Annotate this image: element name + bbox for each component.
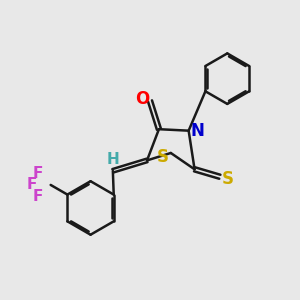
Text: S: S — [222, 170, 234, 188]
Text: F: F — [33, 189, 44, 204]
Text: O: O — [135, 90, 150, 108]
Text: F: F — [27, 177, 38, 192]
Text: F: F — [33, 166, 44, 181]
Text: H: H — [107, 152, 120, 167]
Text: S: S — [157, 148, 169, 166]
Text: N: N — [190, 122, 204, 140]
